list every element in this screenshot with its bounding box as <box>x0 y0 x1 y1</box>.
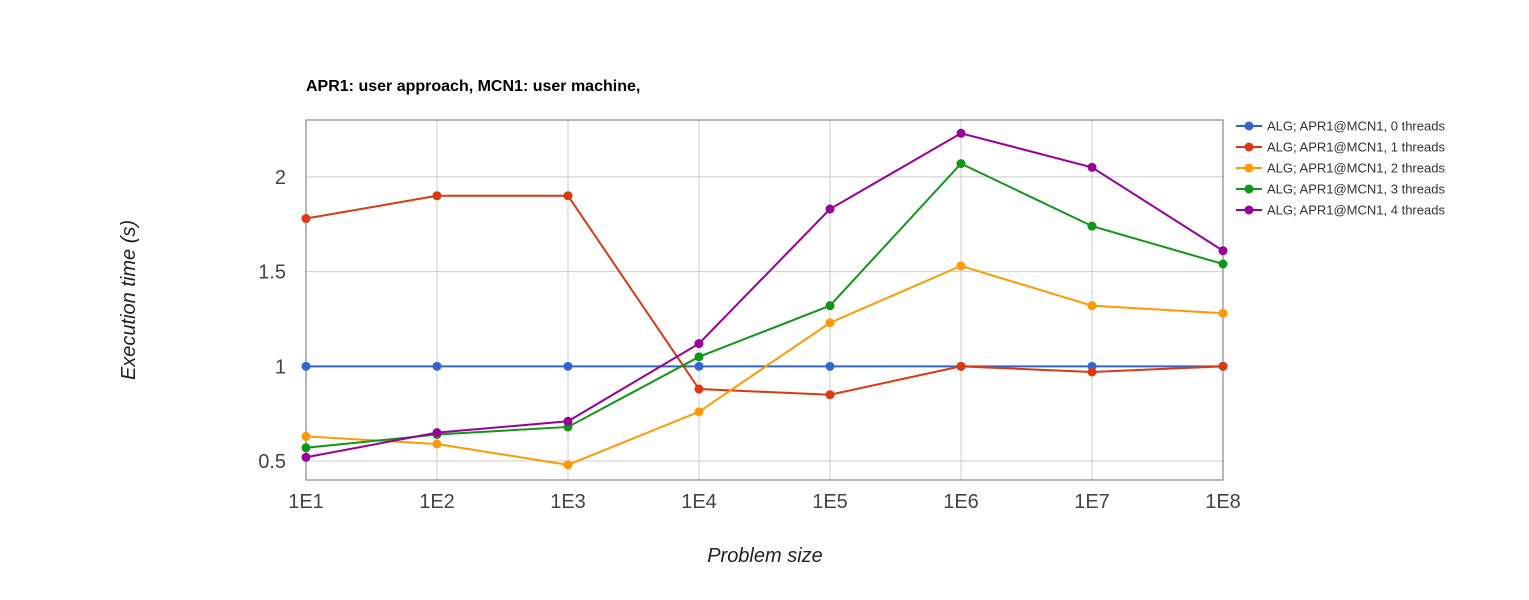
data-point <box>301 214 311 224</box>
data-point <box>301 361 311 371</box>
y-axis-ticks: 0.5 1 1.5 2 <box>258 167 286 473</box>
data-point <box>956 128 966 138</box>
legend-swatch-dot <box>1244 142 1254 152</box>
legend-entry: ALG; APR1@MCN1, 4 threads <box>1267 203 1445 218</box>
series-line-1 <box>305 194 1224 396</box>
series-line-4 <box>305 132 1224 459</box>
data-point <box>1218 361 1228 371</box>
legend: ALG; APR1@MCN1, 0 threads ALG; APR1@MCN1,… <box>1236 119 1445 218</box>
data-point <box>825 390 835 400</box>
y-tick-label: 2 <box>275 167 286 189</box>
data-point <box>694 361 704 371</box>
data-point <box>694 339 704 349</box>
y-tick-label: 1 <box>275 356 286 378</box>
data-point <box>563 460 573 470</box>
chart-title: APR1: user approach, MCN1: user machine, <box>306 78 640 95</box>
x-axis-label: Problem size <box>707 545 823 567</box>
data-point <box>432 191 442 201</box>
legend-entry: ALG; APR1@MCN1, 3 threads <box>1267 182 1445 197</box>
series-line-3 <box>305 162 1224 449</box>
data-point <box>1087 367 1097 377</box>
y-tick-label: 0.5 <box>258 451 286 473</box>
legend-swatch-dot <box>1244 163 1254 173</box>
legend-swatch-dot <box>1244 184 1254 194</box>
legend-swatch-dot <box>1244 121 1254 131</box>
data-point <box>432 361 442 371</box>
data-point <box>301 431 311 441</box>
x-tick-label: 1E1 <box>288 491 324 513</box>
data-point <box>1087 221 1097 231</box>
series-group <box>301 128 1228 470</box>
data-point <box>825 318 835 328</box>
plot-area-border <box>305 119 1224 481</box>
data-point <box>563 191 573 201</box>
y-tick-label: 1.5 <box>258 262 286 284</box>
x-tick-label: 1E2 <box>419 491 455 513</box>
data-point <box>956 361 966 371</box>
data-point <box>694 352 704 362</box>
data-point <box>825 301 835 311</box>
data-point <box>956 261 966 271</box>
data-point <box>1087 301 1097 311</box>
data-point <box>1218 308 1228 318</box>
data-point <box>825 361 835 371</box>
x-tick-label: 1E8 <box>1205 491 1241 513</box>
data-point <box>956 159 966 169</box>
data-point <box>563 416 573 426</box>
x-tick-label: 1E6 <box>943 491 979 513</box>
data-point <box>563 361 573 371</box>
grid <box>306 120 1223 480</box>
data-point <box>301 443 311 453</box>
legend-swatch-dot <box>1244 205 1254 215</box>
data-point <box>1087 162 1097 172</box>
legend-entry: ALG; APR1@MCN1, 1 threads <box>1267 140 1445 155</box>
data-point <box>1218 246 1228 256</box>
data-point <box>1218 259 1228 269</box>
data-point <box>432 428 442 438</box>
x-tick-label: 1E3 <box>550 491 586 513</box>
y-axis-label: Execution time (s) <box>118 220 140 380</box>
data-point <box>301 452 311 462</box>
data-point <box>694 384 704 394</box>
data-point <box>694 407 704 417</box>
x-tick-label: 1E4 <box>681 491 717 513</box>
series-line-2 <box>305 264 1224 466</box>
data-point <box>432 439 442 449</box>
legend-entry: ALG; APR1@MCN1, 2 threads <box>1267 161 1445 176</box>
x-axis-ticks: 1E1 1E2 1E3 1E4 1E5 1E6 1E7 1E8 <box>288 491 1241 513</box>
x-tick-label: 1E5 <box>812 491 848 513</box>
data-point <box>825 204 835 214</box>
legend-entry: ALG; APR1@MCN1, 0 threads <box>1267 119 1445 134</box>
x-tick-label: 1E7 <box>1074 491 1110 513</box>
